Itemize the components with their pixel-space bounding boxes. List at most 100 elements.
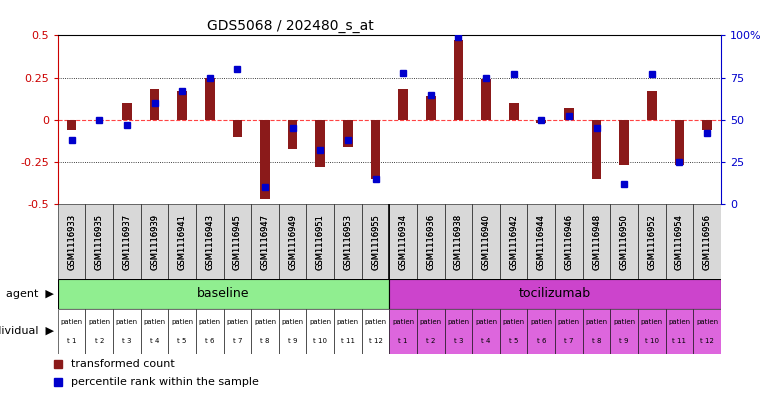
Bar [665,204,693,279]
Text: baseline: baseline [197,287,250,300]
Text: patien: patien [337,319,359,325]
Text: t 1: t 1 [67,338,76,344]
Text: tocilizumab: tocilizumab [519,287,591,300]
Bar [389,309,417,354]
Text: t 4: t 4 [481,338,490,344]
Bar [334,309,362,354]
Text: GSM1116937: GSM1116937 [123,214,131,270]
Bar [426,96,436,120]
Bar [583,309,611,354]
Text: patien: patien [171,319,194,325]
Text: t 6: t 6 [205,338,214,344]
Text: agent  ▶: agent ▶ [6,289,54,299]
Text: GSM1116947: GSM1116947 [261,214,270,270]
Text: t 9: t 9 [288,338,298,344]
Text: GSM1116938: GSM1116938 [454,214,463,270]
Bar [315,120,325,167]
Text: patien: patien [143,319,166,325]
Text: GSM1116934: GSM1116934 [399,214,408,270]
Text: GSM1116938: GSM1116938 [454,214,463,270]
Bar [453,40,463,120]
Bar [58,279,389,309]
Text: t 10: t 10 [645,338,658,344]
Bar [555,204,583,279]
Text: GSM1116943: GSM1116943 [205,214,214,270]
Bar [693,204,721,279]
Text: t 5: t 5 [509,338,518,344]
Text: GSM1116953: GSM1116953 [343,214,352,270]
Text: GSM1116940: GSM1116940 [482,214,490,270]
Bar [564,108,574,120]
Text: t 11: t 11 [341,338,355,344]
Text: t 1: t 1 [399,338,408,344]
Text: patien: patien [116,319,138,325]
Text: patien: patien [281,319,304,325]
Text: GSM1116955: GSM1116955 [371,214,380,270]
Text: individual  ▶: individual ▶ [0,326,54,336]
Text: GSM1116945: GSM1116945 [233,214,242,270]
Text: GSM1116955: GSM1116955 [371,214,380,270]
Text: patien: patien [254,319,276,325]
Text: patien: patien [309,319,332,325]
Text: patien: patien [503,319,525,325]
Bar [591,120,601,179]
Text: GSM1116956: GSM1116956 [702,214,712,270]
Text: GSM1116952: GSM1116952 [648,214,656,270]
Text: GSM1116934: GSM1116934 [399,214,408,270]
Bar [306,204,334,279]
Text: patien: patien [227,319,248,325]
Bar [638,204,665,279]
Bar [445,204,472,279]
Bar [67,120,76,130]
Bar [140,204,168,279]
Bar [527,309,555,354]
Bar [555,309,583,354]
Text: GSM1116941: GSM1116941 [177,214,187,270]
Bar [693,309,721,354]
Bar [362,204,389,279]
Bar [417,309,445,354]
Text: percentile rank within the sample: percentile rank within the sample [71,377,259,387]
Bar [86,204,113,279]
Text: GSM1116956: GSM1116956 [702,214,712,270]
Text: patien: patien [558,319,580,325]
Text: t 8: t 8 [261,338,270,344]
Text: GSM1116950: GSM1116950 [620,214,628,270]
Text: GSM1116954: GSM1116954 [675,214,684,270]
Text: patien: patien [585,319,608,325]
Bar [58,204,86,279]
Bar [647,91,657,120]
Text: t 2: t 2 [95,338,104,344]
Text: t 12: t 12 [700,338,714,344]
Bar [140,309,168,354]
Text: GSM1116948: GSM1116948 [592,214,601,270]
Text: t 12: t 12 [369,338,382,344]
Text: GSM1116944: GSM1116944 [537,214,546,270]
Bar [196,309,224,354]
Text: GSM1116937: GSM1116937 [123,214,131,270]
Text: GSM1116949: GSM1116949 [288,214,297,270]
Text: t 10: t 10 [313,338,327,344]
Text: t 7: t 7 [233,338,242,344]
Text: patien: patien [530,319,552,325]
Bar [251,204,279,279]
Bar [343,120,353,147]
Bar [150,90,160,120]
Text: GSM1116935: GSM1116935 [95,214,104,270]
Bar [583,204,611,279]
Bar [611,204,638,279]
Text: GSM1116936: GSM1116936 [426,214,436,270]
Text: patien: patien [668,319,691,325]
Text: t 11: t 11 [672,338,686,344]
Bar [665,309,693,354]
Text: GSM1116939: GSM1116939 [150,214,159,270]
Bar [334,204,362,279]
Bar [389,279,721,309]
Bar [619,120,629,165]
Text: patien: patien [641,319,663,325]
Bar [260,120,270,199]
Text: GSM1116952: GSM1116952 [648,214,656,270]
Bar [527,204,555,279]
Text: t 9: t 9 [619,338,629,344]
Bar [611,309,638,354]
